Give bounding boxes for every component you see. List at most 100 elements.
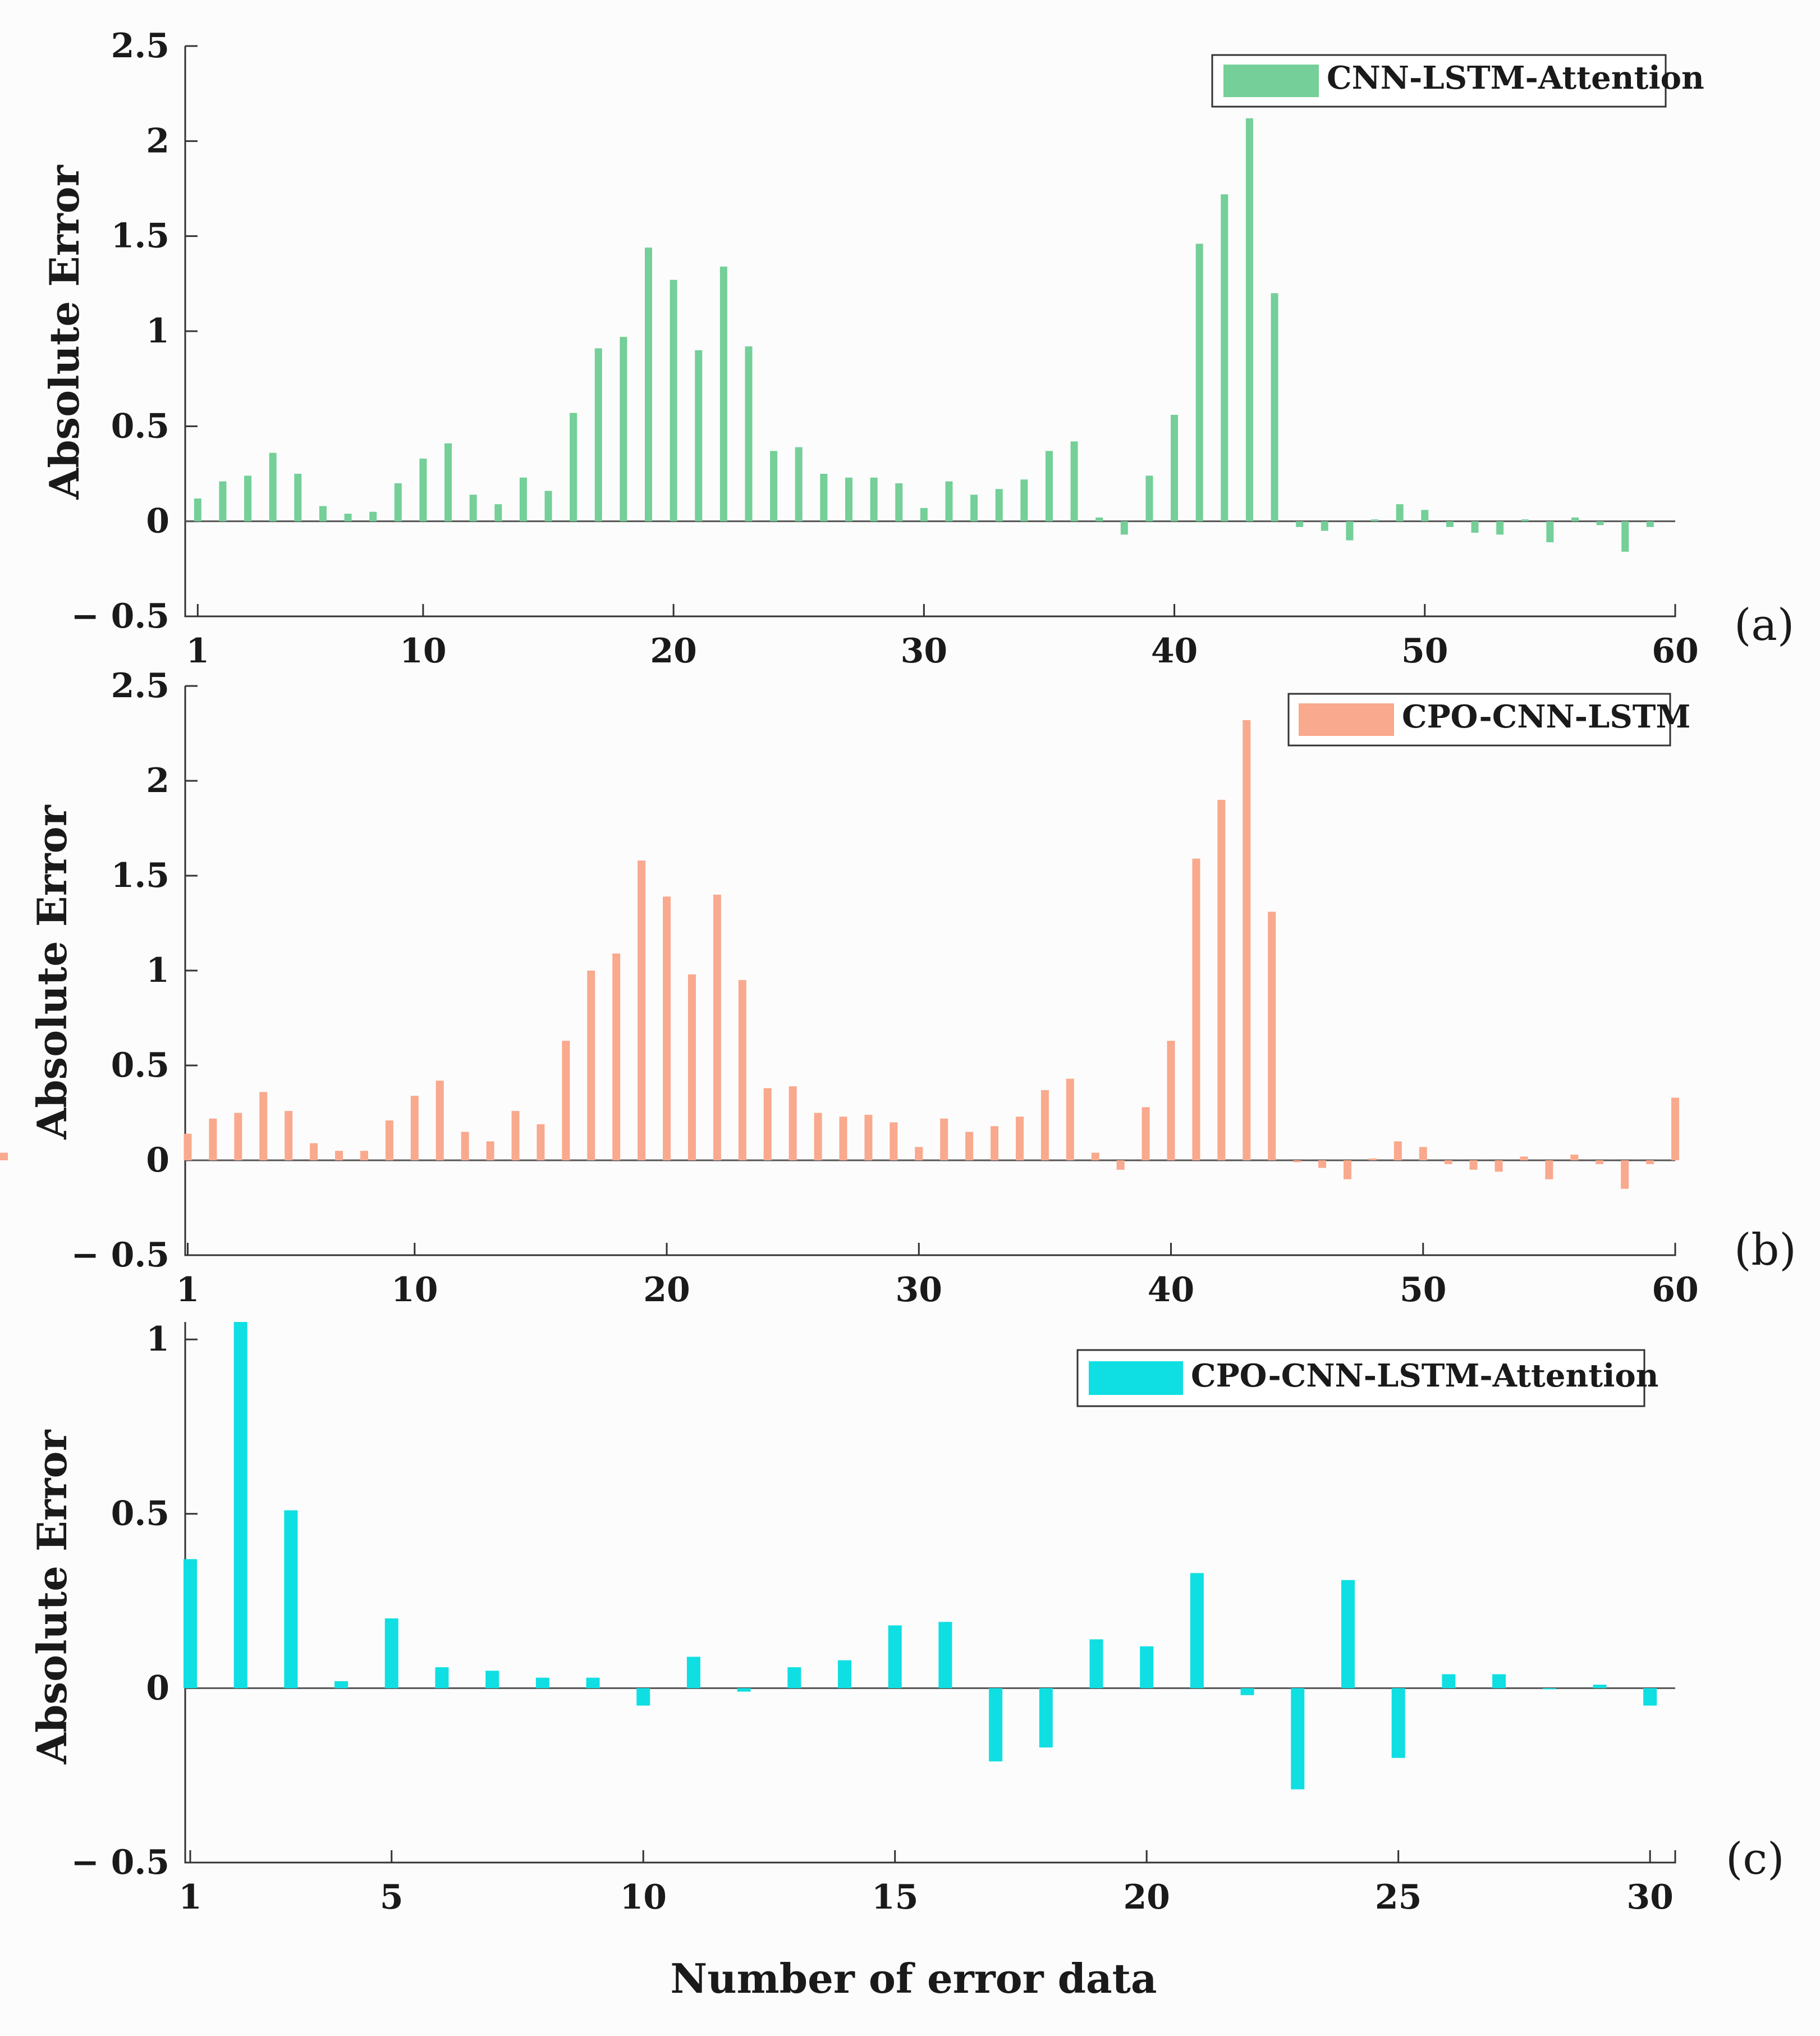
x-tick-label: 10 [620, 1878, 667, 1917]
bar [814, 1113, 822, 1160]
bar [511, 1111, 520, 1160]
y-tick-label: 1 [146, 951, 169, 990]
x-tick-label: 5 [380, 1878, 404, 1917]
bar [284, 1510, 298, 1689]
bar [1039, 1688, 1053, 1747]
bar [612, 953, 621, 1160]
y-tick-label: 0.5 [111, 1494, 169, 1534]
bar [469, 495, 477, 521]
bar [713, 894, 721, 1160]
bar [310, 1143, 318, 1160]
bar [1520, 1156, 1528, 1160]
bar [319, 506, 327, 521]
bar [888, 1625, 902, 1689]
bar [1268, 912, 1276, 1160]
bar [864, 1114, 873, 1160]
x-tick-label: 60 [1652, 1270, 1699, 1310]
bar [770, 451, 778, 521]
x-tick-label: 40 [1148, 1270, 1195, 1310]
bar [787, 1667, 801, 1689]
bar [486, 1141, 494, 1160]
bar [562, 1041, 570, 1160]
bar [915, 1147, 923, 1160]
x-tick-label: 30 [896, 1270, 943, 1310]
bar [234, 1113, 242, 1160]
bars-a [194, 118, 1654, 552]
bar [663, 896, 671, 1160]
bar [1444, 1160, 1452, 1164]
bar [384, 1618, 398, 1689]
bar [1245, 118, 1253, 521]
x-tick-label: 1 [176, 1270, 200, 1310]
bar [738, 980, 746, 1160]
y-tick-label: 2.5 [111, 666, 169, 706]
bar [686, 1657, 700, 1689]
bar [820, 474, 828, 521]
bar [594, 348, 602, 521]
bar [1190, 1573, 1204, 1689]
bar [233, 1322, 247, 1689]
bar [1091, 1152, 1099, 1160]
legend-b: CPO-CNN-LSTM [1287, 693, 1690, 747]
bar [1496, 521, 1504, 535]
bar [687, 974, 696, 1160]
bar [1570, 1154, 1579, 1160]
bar [1393, 1141, 1402, 1160]
bar [1446, 521, 1454, 527]
bar [0, 1152, 8, 1160]
bar [1621, 521, 1629, 552]
bar [870, 477, 878, 521]
bar [360, 1151, 368, 1160]
bar [1217, 799, 1226, 1160]
bar [1421, 510, 1429, 521]
bar [344, 514, 352, 521]
bar [1471, 521, 1479, 533]
bar [1089, 1639, 1103, 1689]
bar [1343, 1160, 1351, 1179]
bar [194, 498, 201, 521]
bar [719, 266, 727, 521]
y-axis-label-b: Absolute Error [28, 804, 76, 1140]
bar [895, 483, 903, 521]
bar [369, 511, 377, 521]
bar [294, 474, 302, 521]
bar [989, 1688, 1003, 1762]
bar [940, 1118, 948, 1160]
bar [745, 346, 753, 521]
bar [1020, 479, 1028, 521]
bar [1240, 1688, 1254, 1695]
bar [995, 489, 1003, 521]
panel-label-a: (a) [1734, 600, 1794, 651]
bar [1442, 1674, 1456, 1689]
bar [1546, 521, 1554, 542]
legend-label-b: CPO-CNN-LSTM [1402, 698, 1690, 735]
bar [1596, 1160, 1604, 1164]
bar [385, 1120, 393, 1160]
bars-c [183, 1322, 1657, 1790]
bar [394, 483, 402, 521]
bar [920, 507, 928, 521]
bar [334, 1681, 349, 1689]
bar [285, 1111, 293, 1160]
legend-a: CNN-LSTM-Attention [1211, 54, 1704, 108]
y-tick-label: 1 [146, 312, 169, 351]
bar [209, 1118, 217, 1160]
bar [845, 477, 852, 521]
bar [636, 1688, 650, 1706]
x-tick-label: 20 [650, 632, 697, 671]
bar [670, 280, 677, 521]
x-tick-label: 25 [1375, 1878, 1422, 1917]
bar [965, 1132, 974, 1160]
bar [1192, 858, 1200, 1160]
x-tick-label: 20 [643, 1270, 690, 1310]
bar [1521, 519, 1529, 521]
bar [1469, 1160, 1478, 1170]
panel-c: Absolute Error − 0.500.51 1 5 10 15 20 25 30 C… [28, 1320, 1785, 2002]
bar [1095, 517, 1103, 521]
bar [1542, 1688, 1556, 1690]
bar [183, 1559, 197, 1689]
x-tick-label: 20 [1123, 1878, 1170, 1917]
bar [1070, 441, 1078, 521]
x-tick-label: 15 [872, 1878, 919, 1917]
